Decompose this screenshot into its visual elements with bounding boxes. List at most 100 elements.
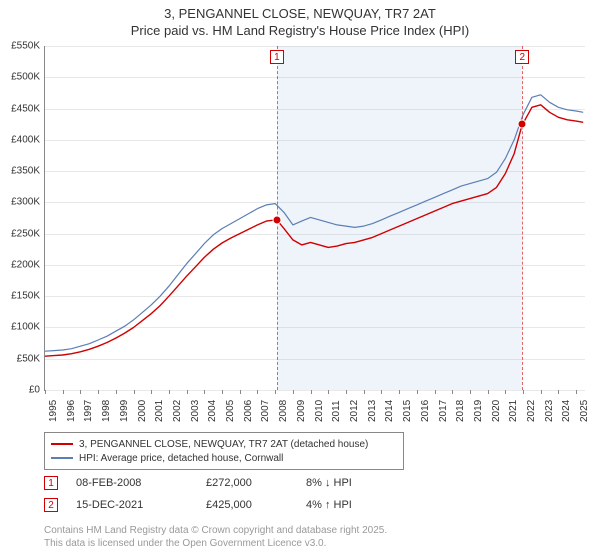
sales-date: 08-FEB-2008 <box>76 477 206 489</box>
xtick-label: 2009 <box>296 400 307 422</box>
sales-row: 215-DEC-2021£425,0004% ↑ HPI <box>44 494 352 516</box>
xtick-mark <box>151 390 152 394</box>
xtick-mark <box>452 390 453 394</box>
xtick-mark <box>204 390 205 394</box>
xtick-mark <box>505 390 506 394</box>
sale-point-dot <box>518 120 527 129</box>
xtick-mark <box>80 390 81 394</box>
legend-swatch <box>51 457 73 459</box>
xtick-mark <box>134 390 135 394</box>
xtick-label: 1995 <box>48 400 59 422</box>
sale-vline <box>522 46 523 390</box>
xtick-mark <box>257 390 258 394</box>
gridline-h <box>45 390 585 391</box>
xtick-mark <box>293 390 294 394</box>
ytick-label: £50K <box>0 353 40 364</box>
xtick-label: 2018 <box>455 400 466 422</box>
xtick-mark <box>187 390 188 394</box>
xtick-mark <box>116 390 117 394</box>
xtick-mark <box>541 390 542 394</box>
series-subject <box>45 105 583 356</box>
sales-diff: 4% ↑ HPI <box>306 499 352 511</box>
xtick-label: 2016 <box>420 400 431 422</box>
xtick-mark <box>311 390 312 394</box>
xtick-mark <box>435 390 436 394</box>
sales-marker: 2 <box>44 498 58 512</box>
xtick-label: 1999 <box>119 400 130 422</box>
xtick-label: 2006 <box>243 400 254 422</box>
sale-marker-2: 2 <box>515 50 529 64</box>
sales-marker: 1 <box>44 476 58 490</box>
xtick-mark <box>346 390 347 394</box>
legend-label: 3, PENGANNEL CLOSE, NEWQUAY, TR7 2AT (de… <box>79 439 368 450</box>
chart-svg <box>45 46 585 390</box>
ytick-label: £500K <box>0 72 40 83</box>
xtick-mark <box>45 390 46 394</box>
xtick-label: 2003 <box>190 400 201 422</box>
xtick-mark <box>169 390 170 394</box>
xtick-label: 1996 <box>66 400 77 422</box>
attribution: Contains HM Land Registry data © Crown c… <box>44 524 387 550</box>
xtick-label: 2004 <box>207 400 218 422</box>
xtick-label: 2011 <box>331 400 342 422</box>
sales-diff: 8% ↓ HPI <box>306 477 352 489</box>
xtick-label: 2008 <box>278 400 289 422</box>
attribution-line1: Contains HM Land Registry data © Crown c… <box>44 524 387 537</box>
xtick-label: 2017 <box>438 400 449 422</box>
ytick-label: £200K <box>0 259 40 270</box>
attribution-line2: This data is licensed under the Open Gov… <box>44 537 387 550</box>
series-hpi <box>45 95 583 351</box>
xtick-label: 2019 <box>473 400 484 422</box>
chart-title: 3, PENGANNEL CLOSE, NEWQUAY, TR7 2AT <box>0 0 600 21</box>
sales-table: 1 08-FEB-2008£272,0008% ↓ HPI 2 15-DEC-2021… <box>44 472 352 516</box>
xtick-label: 2022 <box>526 400 537 422</box>
sale-point-dot <box>272 215 281 224</box>
xtick-mark <box>576 390 577 394</box>
xtick-label: 2015 <box>402 400 413 422</box>
xtick-label: 2024 <box>561 400 572 422</box>
xtick-mark <box>558 390 559 394</box>
xtick-label: 2020 <box>491 400 502 422</box>
ytick-label: £0 <box>0 385 40 396</box>
xtick-label: 1997 <box>83 400 94 422</box>
xtick-label: 2010 <box>314 400 325 422</box>
sales-date: 15-DEC-2021 <box>76 499 206 511</box>
xtick-mark <box>470 390 471 394</box>
xtick-mark <box>523 390 524 394</box>
xtick-mark <box>328 390 329 394</box>
ytick-label: £550K <box>0 41 40 52</box>
xtick-mark <box>222 390 223 394</box>
xtick-mark <box>364 390 365 394</box>
xtick-mark <box>381 390 382 394</box>
sale-marker-1: 1 <box>270 50 284 64</box>
xtick-mark <box>275 390 276 394</box>
xtick-label: 2001 <box>154 400 165 422</box>
sales-price: £272,000 <box>206 477 306 489</box>
xtick-mark <box>240 390 241 394</box>
xtick-mark <box>98 390 99 394</box>
xtick-label: 1998 <box>101 400 112 422</box>
xtick-label: 2005 <box>225 400 236 422</box>
xtick-label: 2012 <box>349 400 360 422</box>
legend-item: 3, PENGANNEL CLOSE, NEWQUAY, TR7 2AT (de… <box>51 437 397 451</box>
ytick-label: £350K <box>0 166 40 177</box>
xtick-mark <box>488 390 489 394</box>
ytick-label: £250K <box>0 228 40 239</box>
chart-subtitle: Price paid vs. HM Land Registry's House … <box>0 21 600 38</box>
xtick-mark <box>63 390 64 394</box>
ytick-label: £450K <box>0 103 40 114</box>
xtick-label: 2007 <box>260 400 271 422</box>
sales-row: 1 08-FEB-2008£272,0008% ↓ HPI <box>44 472 352 494</box>
xtick-mark <box>417 390 418 394</box>
xtick-label: 2023 <box>544 400 555 422</box>
xtick-label: 2000 <box>137 400 148 422</box>
xtick-label: 2013 <box>367 400 378 422</box>
xtick-label: 2002 <box>172 400 183 422</box>
ytick-label: £150K <box>0 291 40 302</box>
ytick-label: £100K <box>0 322 40 333</box>
legend: 3, PENGANNEL CLOSE, NEWQUAY, TR7 2AT (de… <box>44 432 404 470</box>
xtick-mark <box>399 390 400 394</box>
legend-swatch <box>51 443 73 445</box>
legend-label: HPI: Average price, detached house, Corn… <box>79 453 283 464</box>
xtick-label: 2025 <box>579 400 590 422</box>
